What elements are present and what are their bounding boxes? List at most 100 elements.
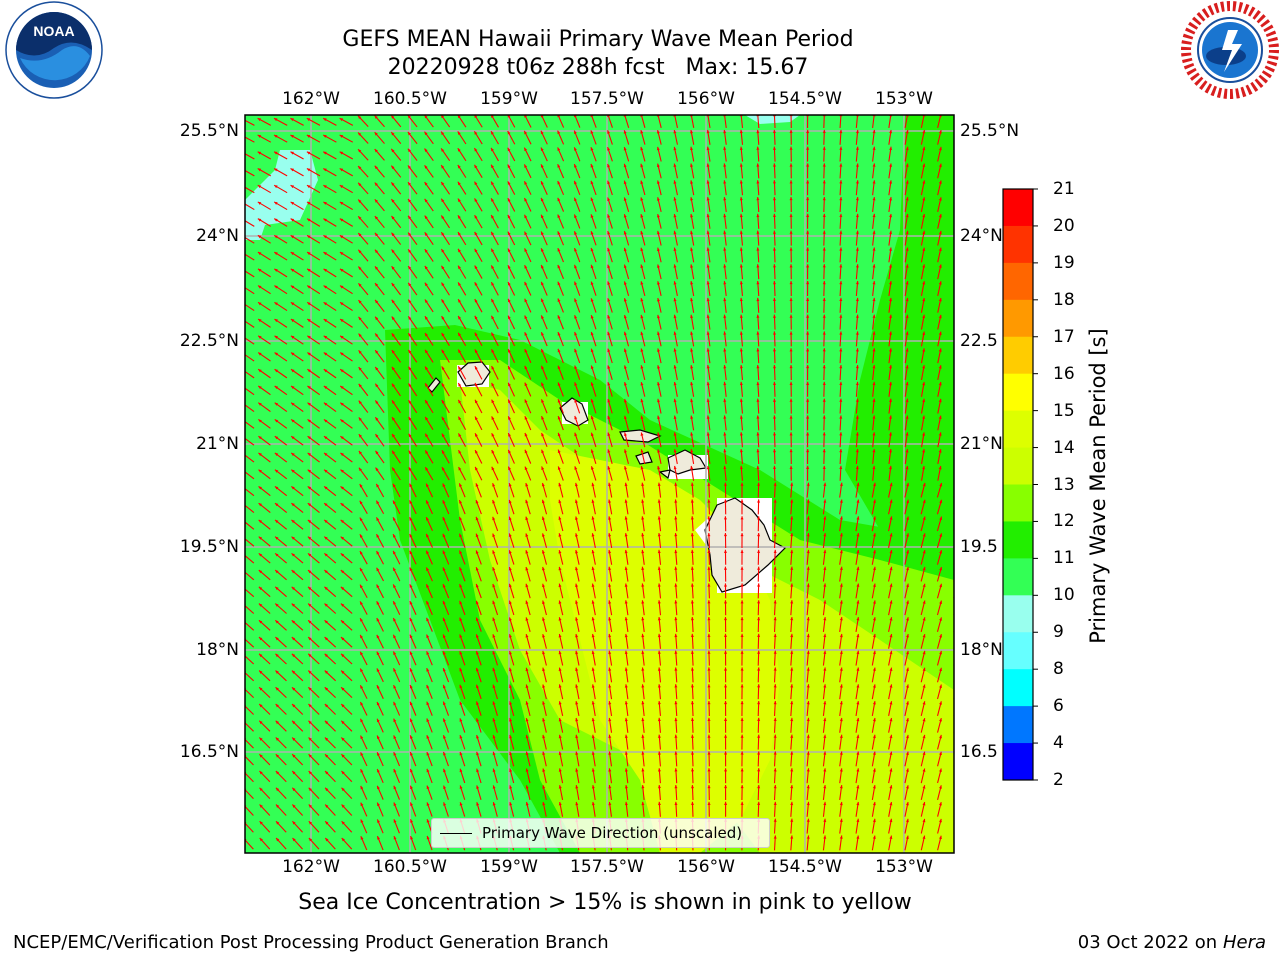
wave-arrow-head [258, 352, 262, 356]
wave-arrow-head [459, 785, 463, 789]
wave-arrow-head [939, 566, 943, 571]
wave-arrow-head [557, 348, 561, 353]
wave-arrow-head [426, 517, 429, 521]
wave-arrow-head [922, 684, 926, 688]
wave-arrow-head [575, 785, 579, 789]
wave-arrow-head [393, 534, 396, 538]
wave-arrow-head [407, 148, 412, 153]
wave-arrow-head [789, 465, 793, 469]
wave-arrow-head [723, 129, 727, 134]
wave-arrow-head [558, 617, 562, 621]
wave-arrow-head [756, 465, 760, 470]
wave-arrow-head [657, 432, 661, 436]
wave-arrow [245, 705, 254, 715]
wave-arrow-head [640, 146, 644, 151]
wave-arrow-head [889, 566, 893, 571]
wave-arrow-head [492, 617, 496, 621]
wave-arrow-head [822, 348, 826, 352]
wave-arrow-head [641, 768, 645, 772]
wave-arrow-head [956, 550, 959, 553]
wave-arrow-head [575, 617, 579, 621]
wave-arrow-head [723, 163, 727, 167]
wave-arrow-head [690, 516, 694, 520]
wave-arrow-head [339, 151, 344, 155]
wave-arrow-head [756, 146, 760, 150]
wave-arrow-head [308, 754, 312, 758]
wave-arrow-head [457, 115, 461, 119]
wave-arrow-head [673, 197, 677, 201]
wave-arrow-head [657, 398, 661, 403]
wave-arrow-head [341, 804, 345, 808]
wave-arrow-head [442, 634, 446, 638]
wave-arrow-head [955, 164, 958, 167]
wave-arrow-head [839, 801, 843, 806]
wave-arrow-head [772, 146, 777, 150]
wave-arrow-head [339, 235, 344, 239]
wave-arrow-head [872, 600, 876, 604]
wave-arrow-head [524, 432, 528, 437]
wave-arrow-head [723, 348, 727, 352]
wave-arrow-head [856, 835, 860, 839]
wave-arrow-head [690, 381, 694, 386]
wave-arrow-head [341, 670, 345, 674]
wave-arrow-head [291, 620, 296, 624]
wave-arrow-head [656, 214, 660, 218]
wave-arrow-head [938, 130, 942, 134]
wave-arrow-head [408, 450, 412, 455]
wave-arrow-head [756, 449, 760, 453]
wave-arrow-head [823, 835, 827, 839]
wave-arrow-head [524, 315, 528, 319]
wave-arrow-head [640, 432, 644, 436]
wave-arrow-head [408, 349, 412, 354]
wave-arrow-head [673, 130, 677, 134]
wave-arrow-head [459, 550, 463, 554]
wave-arrow-head [872, 684, 876, 688]
wave-arrow-head [789, 449, 793, 453]
wave-arrow-head [360, 651, 364, 656]
wave-arrow-head [855, 398, 859, 402]
wave-arrow-head [424, 198, 428, 203]
wave-arrow-head [476, 751, 480, 756]
wave-arrow-head [375, 316, 379, 321]
wave-arrow-head [789, 365, 793, 369]
wave-arrow-head [673, 365, 677, 369]
wave-arrow-head [839, 381, 843, 386]
wave-arrow-head [524, 416, 528, 420]
wave-arrow-head [474, 315, 478, 320]
wave-arrow-head [443, 785, 447, 790]
wave-arrow-head [855, 163, 859, 167]
wave-arrow-head [839, 230, 843, 234]
wave-arrow-head [541, 399, 545, 403]
wave-arrow-head [888, 465, 892, 470]
wave-arrow-head [623, 163, 627, 168]
wave-arrow-head [424, 115, 428, 119]
wave-arrow-head [806, 180, 810, 184]
sea-ice-caption: Sea Ice Concentration > 15% is shown in … [298, 890, 912, 915]
wave-arrow-head [442, 483, 446, 487]
wave-arrow-head [905, 247, 909, 251]
wave-arrow-head [673, 297, 677, 302]
wave-arrow-head [889, 818, 893, 823]
wave-arrow-head [393, 651, 397, 656]
wave-arrow-head [723, 566, 728, 570]
wave-arrow-head [641, 650, 645, 654]
wave-arrow-head [673, 264, 677, 268]
wave-arrow-head [291, 570, 295, 574]
wave-arrow-head [558, 482, 562, 487]
wave-arrow-head [358, 383, 362, 388]
wave-arrow-head [408, 383, 412, 387]
wave-arrow-head [938, 348, 942, 352]
wave-arrow-head [574, 197, 577, 202]
wave-arrow-head [376, 618, 380, 622]
wave-arrow-head [657, 734, 661, 738]
wave-arrow-head [459, 567, 463, 571]
wave-arrow-head [340, 603, 345, 607]
wave-arrow-head [375, 400, 379, 404]
colorbar-tick-label: 12 [1053, 511, 1075, 532]
wave-arrow-head [393, 768, 397, 773]
wave-arrow-head [508, 466, 512, 471]
field-9-10-west [245, 150, 318, 240]
wave-arrow-head [475, 634, 479, 638]
wave-arrow-head [855, 381, 859, 386]
wave-arrow-head [673, 163, 677, 168]
